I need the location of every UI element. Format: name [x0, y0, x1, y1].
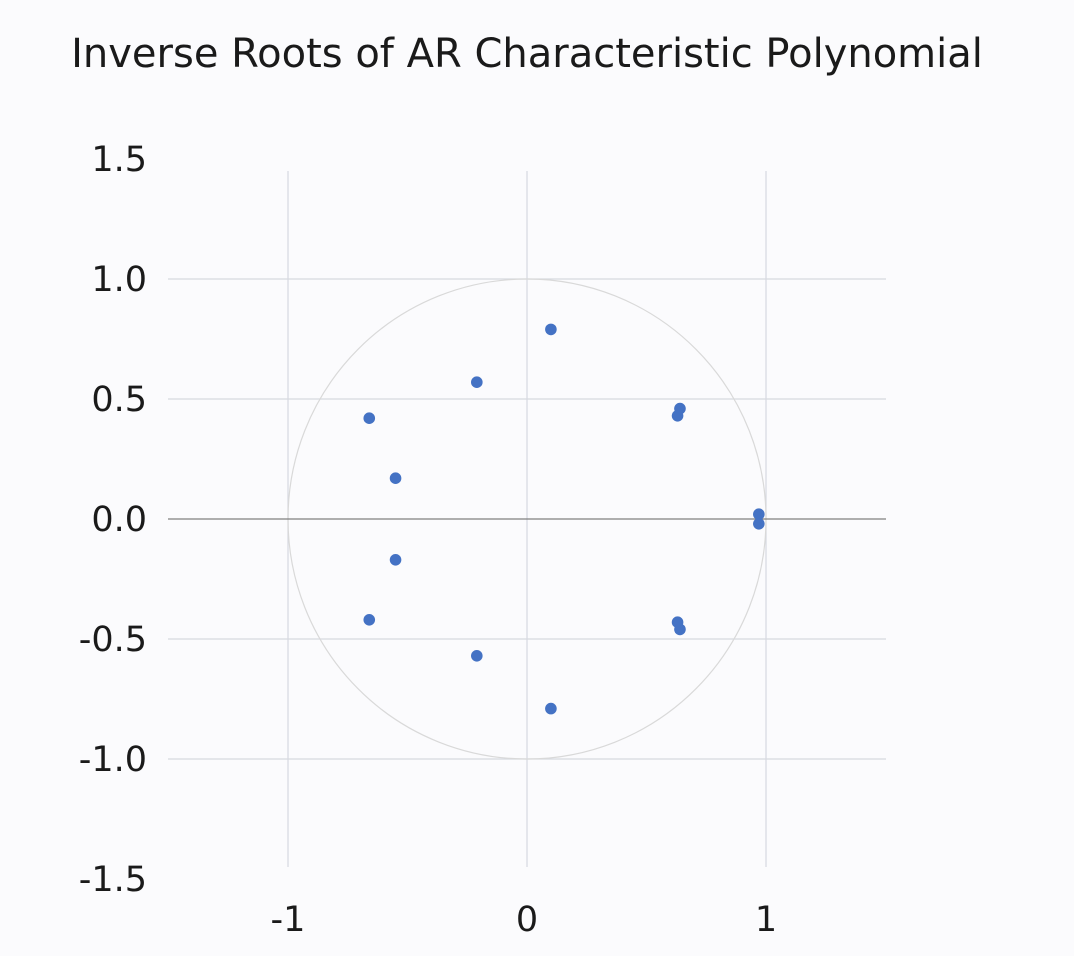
points-layer [363, 323, 765, 715]
data-point [545, 702, 557, 715]
chart-title: Inverse Roots of AR Characteristic Polyn… [71, 31, 983, 77]
x-tick-labels: -1 0 1 [271, 900, 778, 940]
x-tick-label: 0 [516, 900, 538, 940]
y-tick-label: -0.5 [79, 620, 147, 660]
y-tick-label: 1.5 [91, 140, 147, 180]
data-point [674, 402, 686, 415]
y-tick-label: 0.0 [91, 500, 147, 540]
data-point [471, 650, 483, 662]
data-point [545, 323, 557, 336]
x-tick-label: 1 [755, 900, 777, 940]
y-tick-label: 1.0 [91, 260, 147, 300]
data-point [389, 554, 402, 566]
data-point [753, 508, 765, 520]
data-point [363, 412, 376, 425]
y-tick-label: 0.5 [91, 380, 147, 420]
data-point [363, 614, 376, 626]
data-point [674, 623, 686, 636]
y-tick-labels: 1.5 1.0 0.5 0.0 -0.5 -1.0 -1.5 [79, 140, 147, 900]
data-point [389, 472, 402, 485]
data-point [471, 376, 483, 389]
data-point [753, 518, 765, 530]
y-tick-label: -1.0 [79, 740, 147, 780]
x-tick-label: -1 [271, 900, 306, 940]
y-tick-label: -1.5 [79, 860, 147, 900]
